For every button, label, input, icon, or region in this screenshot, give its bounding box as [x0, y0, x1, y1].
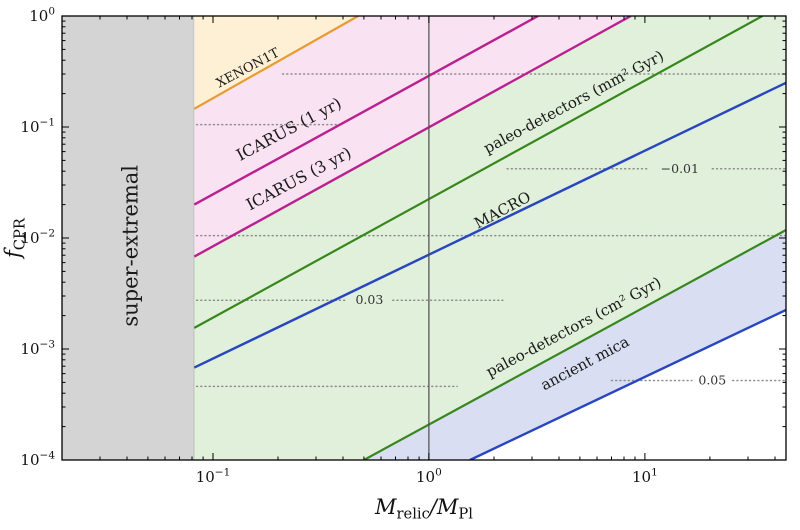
line-icarus-1-yr [193, 16, 539, 206]
label-super-extremal: super-extremal [118, 165, 142, 327]
label-0-05: 0.05 [698, 372, 726, 387]
region-super-extremal [62, 16, 195, 460]
y-tick-label-10-1: 10−1 [20, 117, 55, 136]
y-tick-label-10-4: 10−4 [20, 450, 55, 469]
x-tick-label-10-0: 100 [416, 467, 442, 486]
x-tick-label-10-1: 101 [632, 467, 658, 486]
line-icarus-3-yr [193, 16, 632, 258]
y-tick-label-10-3: 10−3 [20, 339, 55, 358]
line-macro [193, 81, 786, 369]
line-paleo-detectors-mm2-gyr [193, 16, 763, 329]
label-0-03: 0.03 [355, 292, 383, 307]
x-tick-label-10-1: 10−1 [196, 467, 231, 486]
label-0-01: −0.01 [661, 160, 699, 175]
y-tick-label-10-2: 10−2 [20, 228, 55, 247]
y-tick-label-10-0: 100 [29, 6, 55, 25]
x-axis-label: Mrelic/MPl [374, 495, 473, 523]
y-axis-label: fCPR [1, 217, 29, 260]
line-paleo-detectors-cm2-gyr [363, 229, 786, 460]
line-xenon1t [193, 16, 359, 110]
line-ancient-mica [469, 308, 786, 460]
axis-ticks [61, 15, 786, 461]
